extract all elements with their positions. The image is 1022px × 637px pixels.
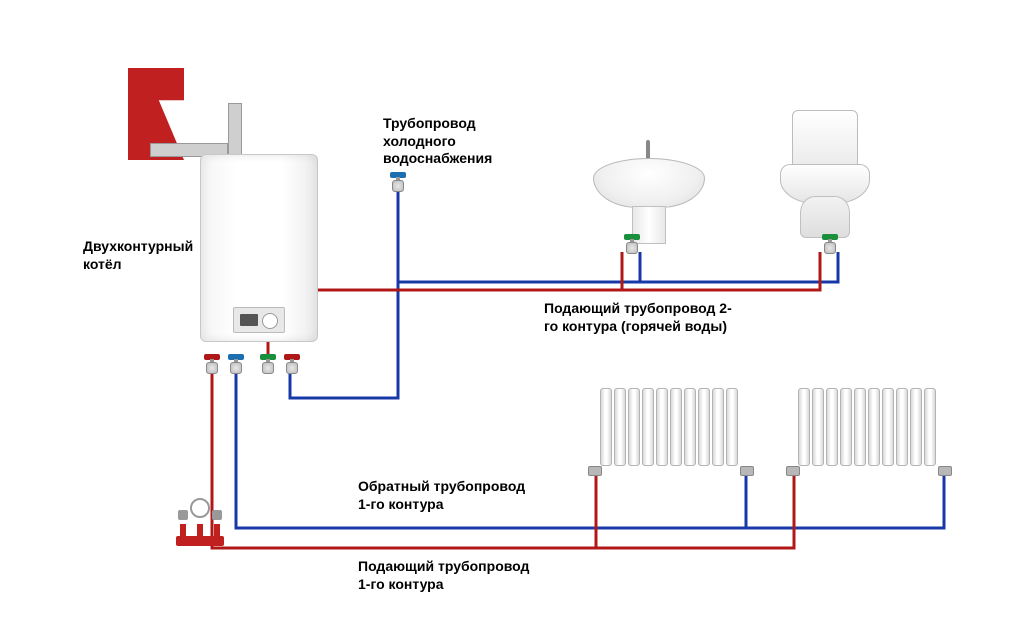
valve-boiler-dhw (258, 352, 278, 378)
radiator-2 (798, 388, 936, 466)
radiator2-valve-left (786, 462, 798, 476)
valve-toilet (820, 232, 840, 258)
label-cold-supply: Трубопроводхолодноговодоснабжения (383, 115, 492, 168)
valve-boiler-return (226, 352, 246, 378)
toilet-tank (792, 110, 858, 170)
boiler (200, 154, 318, 342)
flue-vertical (228, 103, 242, 157)
radiator1-valve-right (740, 462, 752, 476)
radiator2-valve-right (938, 462, 950, 476)
label-return-1: Обратный трубопровод1-го контура (358, 478, 525, 513)
valve-boiler-cw (282, 352, 302, 378)
valve-sink (622, 232, 642, 258)
label-supply-1: Подающий трубопровод1-го контура (358, 558, 529, 593)
pressure-gauge-icon (190, 498, 210, 518)
valve-boiler-supply (202, 352, 222, 378)
label-hot-water: Подающий трубопровод 2-го контура (горяч… (544, 300, 732, 335)
sink-bowl (593, 158, 705, 208)
boiler-control-panel (233, 307, 284, 333)
valve-cold-inlet (388, 170, 408, 196)
radiator1-valve-left (588, 462, 600, 476)
label-boiler: Двухконтурныйкотёл (83, 238, 193, 273)
safety-group (176, 496, 224, 546)
radiator-1 (600, 388, 738, 466)
